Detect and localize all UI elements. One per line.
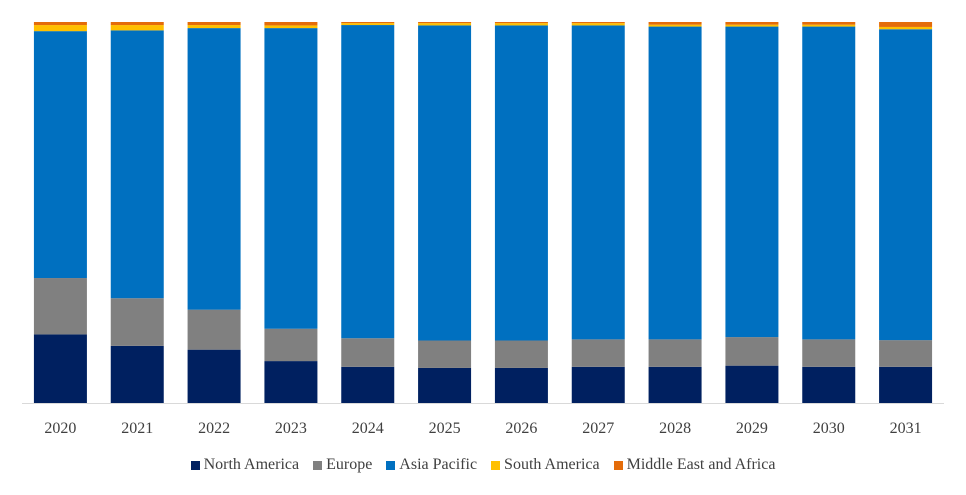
x-tick-label: 2031 xyxy=(890,420,922,437)
bar-2022-europe xyxy=(187,309,241,350)
bar-2024-south-america xyxy=(341,23,395,26)
bar-2020-south-america xyxy=(33,25,87,32)
legend-swatch xyxy=(491,460,501,470)
legend-label: Europe xyxy=(326,456,373,473)
bar-2025-asia-pacific xyxy=(418,25,472,341)
bar-2029-europe xyxy=(725,337,779,366)
bar-2021-north-america xyxy=(110,345,164,403)
legend-item-europe: Europe xyxy=(313,456,372,474)
bar-2025-middle-east-and-africa xyxy=(418,22,472,24)
legend-label: Middle East and Africa xyxy=(626,456,776,473)
legend-label: Asia Pacific xyxy=(399,456,478,473)
bar-2022-middle-east-and-africa xyxy=(187,22,241,26)
legend-label: South America xyxy=(504,456,600,473)
x-tick-label: 2025 xyxy=(429,420,461,437)
bar-2023-south-america xyxy=(264,25,318,29)
bar-2031-europe xyxy=(879,340,933,367)
bar-2020-europe xyxy=(33,278,87,335)
bar-2031-south-america xyxy=(879,26,933,30)
bar-2027-asia-pacific xyxy=(571,25,625,340)
bar-2021-middle-east-and-africa xyxy=(110,22,164,26)
bar-2024-middle-east-and-africa xyxy=(341,22,395,24)
bar-2020-asia-pacific xyxy=(33,31,87,279)
bars-group xyxy=(33,22,933,403)
x-tick-label: 2027 xyxy=(582,420,614,437)
x-tick-label: 2023 xyxy=(275,420,307,437)
bar-2031-middle-east-and-africa xyxy=(879,22,933,27)
x-tick-label: 2020 xyxy=(44,420,76,437)
bar-2028-south-america xyxy=(648,24,702,27)
bar-2022-asia-pacific xyxy=(187,28,241,310)
bar-2023-north-america xyxy=(264,361,318,403)
bar-2028-europe xyxy=(648,339,702,367)
legend-label: North America xyxy=(203,456,300,473)
bar-2028-middle-east-and-africa xyxy=(648,22,702,25)
bar-2026-europe xyxy=(494,340,548,368)
x-tick-label: 2028 xyxy=(659,420,691,437)
bar-2031-north-america xyxy=(879,366,933,403)
legend-swatch xyxy=(613,460,623,470)
legend-item-asia-pacific: Asia Pacific xyxy=(386,456,477,474)
bar-2022-south-america xyxy=(187,25,241,29)
x-tick-label: 2024 xyxy=(352,420,384,437)
bar-2027-middle-east-and-africa xyxy=(571,22,625,24)
bar-2022-north-america xyxy=(187,349,241,403)
legend-item-north-america: North America xyxy=(190,456,300,474)
bar-2026-middle-east-and-africa xyxy=(494,22,548,24)
x-tick-label: 2030 xyxy=(813,420,845,437)
bar-2030-asia-pacific xyxy=(802,26,856,340)
x-tick-labels: 2020 2021 2022 2023 2024 2025 2026 2027 2028 2029… xyxy=(44,420,921,437)
bar-2028-north-america xyxy=(648,366,702,403)
bar-2020-middle-east-and-africa xyxy=(33,22,87,26)
bar-2023-europe xyxy=(264,328,318,362)
bar-2026-asia-pacific xyxy=(494,25,548,341)
bar-2025-south-america xyxy=(418,23,472,26)
legend-swatch xyxy=(386,460,396,470)
bar-2021-asia-pacific xyxy=(110,30,164,299)
bar-2021-europe xyxy=(110,298,164,346)
bar-2020-north-america xyxy=(33,334,87,403)
legend-swatch xyxy=(313,460,323,470)
legend-swatch xyxy=(190,460,200,470)
bar-2028-asia-pacific xyxy=(648,26,702,340)
bar-2029-north-america xyxy=(725,365,779,403)
bar-2023-middle-east-and-africa xyxy=(264,22,318,26)
bar-2025-europe xyxy=(418,340,472,368)
x-tick-label: 2029 xyxy=(736,420,768,437)
bar-2031-asia-pacific xyxy=(879,29,933,341)
bar-2029-south-america xyxy=(725,24,779,27)
bar-2029-middle-east-and-africa xyxy=(725,22,779,25)
bar-2030-south-america xyxy=(802,24,856,27)
x-tick-label: 2022 xyxy=(198,420,230,437)
bar-2024-asia-pacific xyxy=(341,25,395,339)
legend-item-south-america: South America xyxy=(491,456,600,474)
bar-2024-north-america xyxy=(341,366,395,403)
bar-2030-europe xyxy=(802,339,856,367)
legend: North America Europe Asia Pacific South Ame… xyxy=(0,456,966,474)
bar-2030-middle-east-and-africa xyxy=(802,22,856,25)
x-tick-label: 2021 xyxy=(121,420,153,437)
bar-2023-asia-pacific xyxy=(264,28,318,329)
bar-2030-north-america xyxy=(802,366,856,403)
bar-2029-asia-pacific xyxy=(725,26,779,338)
x-tick-label: 2026 xyxy=(505,420,537,437)
bar-2027-south-america xyxy=(571,23,625,26)
legend-item-middle-east-and-africa: Middle East and Africa xyxy=(613,456,776,474)
bar-2026-north-america xyxy=(494,367,548,403)
bar-2025-north-america xyxy=(418,367,472,403)
bar-2024-europe xyxy=(341,338,395,367)
bar-2027-europe xyxy=(571,339,625,367)
bar-2027-north-america xyxy=(571,366,625,403)
bar-2026-south-america xyxy=(494,23,548,26)
bar-2021-south-america xyxy=(110,25,164,31)
